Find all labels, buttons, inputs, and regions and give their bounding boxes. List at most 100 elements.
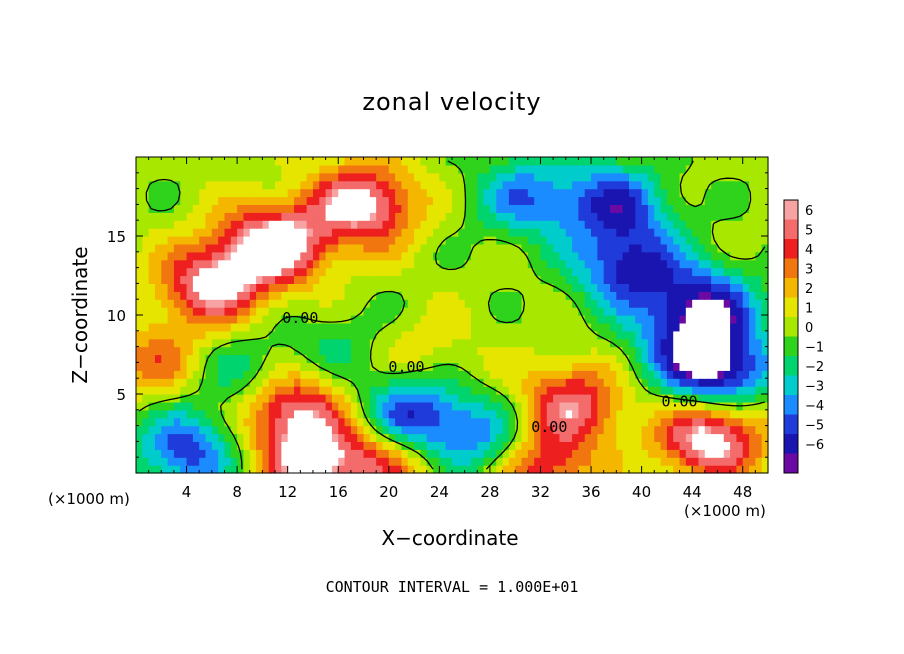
heatmap-cell bbox=[300, 267, 308, 277]
heatmap-cell bbox=[685, 457, 693, 466]
heatmap-cell bbox=[338, 267, 346, 277]
heatmap-cell bbox=[275, 449, 282, 458]
heatmap-cell bbox=[218, 212, 226, 221]
colorbar-label: −2 bbox=[805, 360, 824, 375]
heatmap-cell bbox=[230, 394, 238, 403]
heatmap-cell bbox=[597, 338, 605, 348]
heatmap-cell bbox=[306, 465, 314, 474]
heatmap-cell bbox=[578, 425, 586, 435]
heatmap-cell bbox=[136, 267, 143, 277]
heatmap-cell bbox=[641, 394, 649, 403]
heatmap-cell bbox=[458, 267, 466, 277]
heatmap-cell bbox=[761, 378, 769, 387]
heatmap-cell bbox=[464, 267, 472, 277]
heatmap-cell bbox=[167, 417, 175, 427]
heatmap-cell bbox=[338, 441, 346, 450]
heatmap-cell bbox=[262, 362, 270, 371]
heatmap-cell bbox=[426, 188, 434, 198]
heatmap-cell bbox=[610, 315, 617, 324]
heatmap-cell bbox=[173, 370, 181, 379]
heatmap-cell bbox=[559, 243, 567, 253]
heatmap-cell bbox=[237, 228, 245, 237]
heatmap-cell bbox=[243, 394, 251, 403]
heatmap-cell bbox=[610, 220, 617, 229]
heatmap-cell bbox=[433, 228, 440, 237]
heatmap-cell bbox=[395, 417, 403, 427]
heatmap-cell bbox=[439, 433, 447, 442]
heatmap-cell bbox=[477, 275, 485, 284]
heatmap-cell bbox=[641, 322, 649, 332]
heatmap-cell bbox=[477, 164, 485, 174]
heatmap-cell bbox=[452, 394, 459, 403]
heatmap-cell bbox=[256, 370, 263, 379]
heatmap-cell bbox=[369, 465, 377, 474]
heatmap-cell bbox=[483, 370, 491, 379]
heatmap-cell bbox=[559, 164, 567, 174]
heatmap-cell bbox=[698, 394, 706, 403]
heatmap-cell bbox=[275, 409, 282, 419]
heatmap-cell bbox=[230, 267, 238, 277]
heatmap-cell bbox=[616, 457, 624, 466]
heatmap-cell bbox=[546, 433, 554, 442]
heatmap-cell bbox=[287, 157, 295, 166]
heatmap-cell bbox=[445, 291, 453, 300]
heatmap-cell bbox=[578, 236, 586, 245]
heatmap-cell bbox=[357, 196, 365, 205]
heatmap-cell bbox=[319, 449, 327, 458]
heatmap-cell bbox=[281, 204, 289, 213]
heatmap-cell bbox=[591, 243, 598, 253]
heatmap-cell bbox=[287, 228, 295, 237]
heatmap-cell bbox=[603, 259, 611, 269]
heatmap-cell bbox=[546, 394, 554, 403]
heatmap-cell bbox=[382, 441, 390, 450]
heatmap-cell bbox=[546, 386, 554, 395]
heatmap-cell bbox=[723, 441, 731, 450]
heatmap-cell bbox=[603, 433, 611, 442]
heatmap-cell bbox=[717, 401, 725, 411]
heatmap-cell bbox=[180, 267, 188, 277]
heatmap-cell bbox=[584, 425, 592, 435]
heatmap-cell bbox=[673, 157, 681, 166]
heatmap-cell bbox=[154, 188, 162, 198]
heatmap-cell bbox=[192, 457, 200, 466]
heatmap-cell bbox=[433, 204, 440, 213]
heatmap-cell bbox=[218, 322, 226, 332]
heatmap-cell bbox=[761, 291, 769, 300]
heatmap-cell bbox=[616, 180, 624, 190]
heatmap-cell bbox=[477, 220, 485, 229]
heatmap-cell bbox=[647, 275, 655, 284]
heatmap-cell bbox=[161, 172, 169, 182]
heatmap-cell bbox=[736, 196, 744, 205]
heatmap-cell bbox=[458, 354, 466, 363]
heatmap-cell bbox=[167, 157, 175, 166]
heatmap-cell bbox=[414, 275, 421, 284]
heatmap-cell bbox=[344, 251, 352, 261]
heatmap-cell bbox=[477, 330, 485, 340]
heatmap-cell bbox=[154, 267, 162, 277]
heatmap-cell bbox=[218, 394, 226, 403]
heatmap-cell bbox=[331, 251, 339, 261]
heatmap-cell bbox=[376, 322, 384, 332]
heatmap-cell bbox=[749, 291, 756, 300]
heatmap-cell bbox=[300, 425, 308, 435]
heatmap-cell bbox=[445, 180, 453, 190]
heatmap-cell bbox=[736, 188, 744, 198]
heatmap-cell bbox=[673, 315, 681, 324]
heatmap-cell bbox=[654, 259, 662, 269]
heatmap-cell bbox=[464, 243, 472, 253]
heatmap-cell bbox=[692, 417, 700, 427]
heatmap-cell bbox=[761, 299, 769, 308]
heatmap-cell bbox=[489, 386, 497, 395]
heatmap-cell bbox=[262, 394, 270, 403]
heatmap-cell bbox=[717, 228, 725, 237]
heatmap-cell bbox=[508, 172, 516, 182]
heatmap-cell bbox=[357, 441, 365, 450]
heatmap-cell bbox=[546, 346, 554, 356]
heatmap-cell bbox=[591, 362, 598, 371]
heatmap-cell bbox=[199, 251, 207, 261]
heatmap-cell bbox=[540, 330, 548, 340]
heatmap-cell bbox=[420, 283, 428, 292]
heatmap-cell bbox=[597, 386, 605, 395]
heatmap-cell bbox=[704, 441, 712, 450]
heatmap-cell bbox=[433, 164, 440, 174]
